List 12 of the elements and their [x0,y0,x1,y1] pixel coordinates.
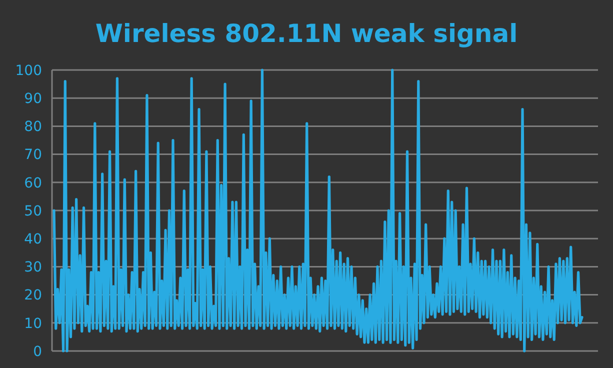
y-tick-label: 30 [24,260,42,276]
y-tick-label: 70 [24,147,42,164]
y-tick-label: 60 [24,175,42,192]
y-tick-label: 90 [24,91,42,107]
y-tick-label: 20 [24,288,42,304]
y-tick-label: 100 [15,62,42,79]
chart-title: Wireless 802.11N weak signal [95,19,518,48]
y-tick-label: 40 [24,232,42,248]
y-tick-label: 0 [33,344,42,360]
y-tick-label: 80 [24,119,42,136]
y-tick-label: 10 [24,316,42,332]
y-tick-label: 50 [24,203,42,220]
